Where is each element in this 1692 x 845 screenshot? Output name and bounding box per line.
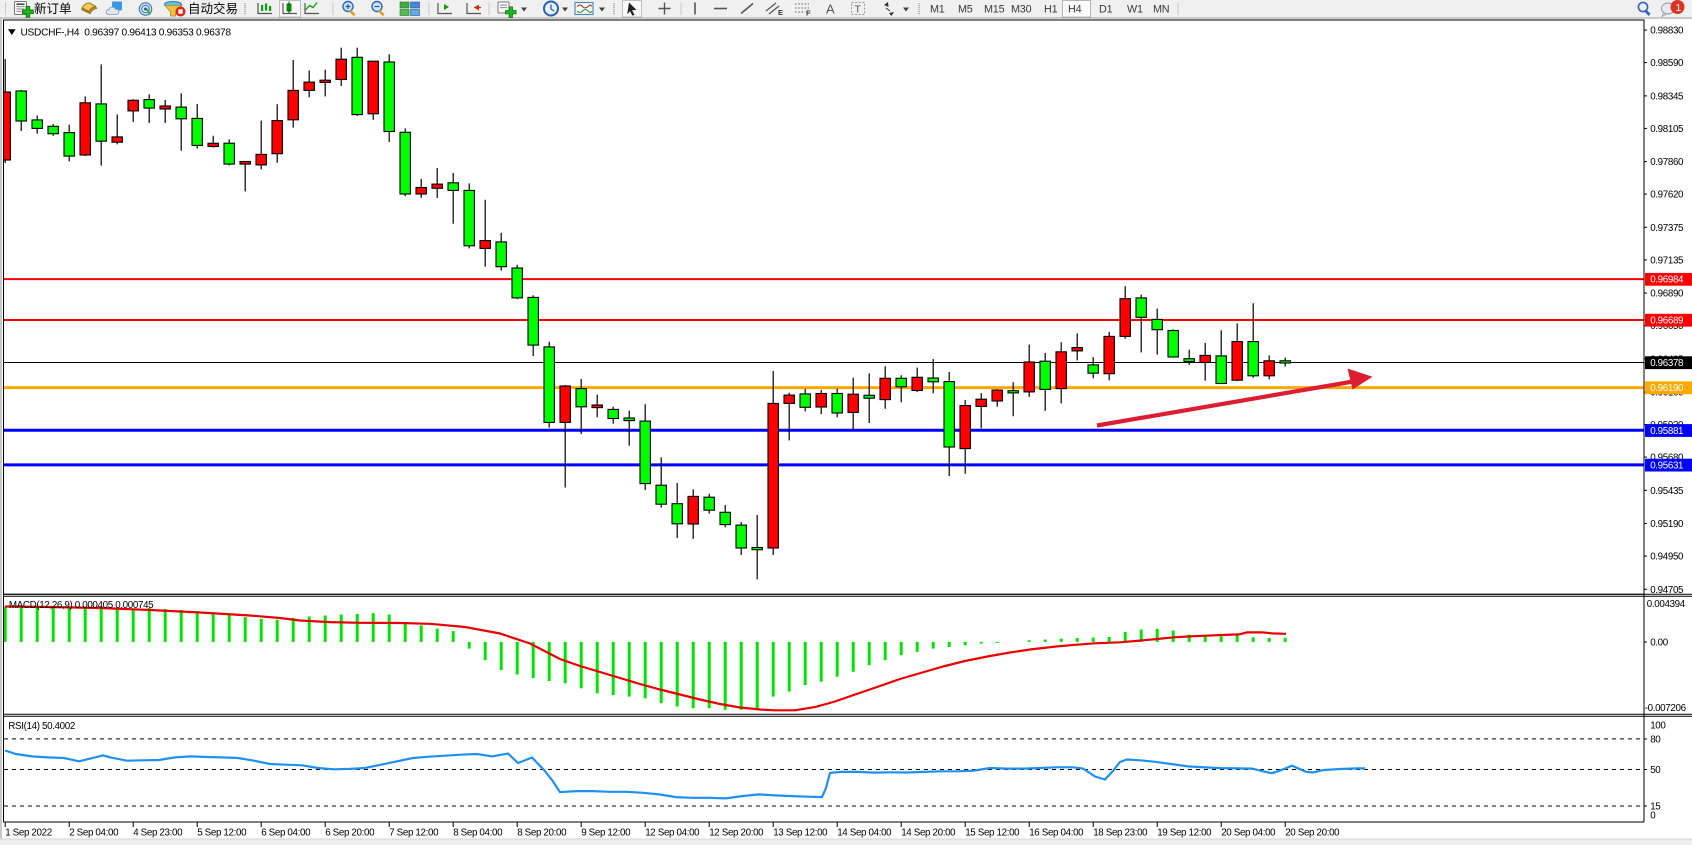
svg-text:新订单: 新订单 bbox=[34, 1, 72, 16]
svg-text:8 Sep 04:00: 8 Sep 04:00 bbox=[453, 828, 503, 839]
svg-text:D1: D1 bbox=[1099, 4, 1113, 16]
svg-text:0.96984: 0.96984 bbox=[1650, 275, 1684, 286]
svg-text:14 Sep 04:00: 14 Sep 04:00 bbox=[837, 828, 892, 839]
svg-text:5 Sep 12:00: 5 Sep 12:00 bbox=[197, 828, 247, 839]
svg-text:0.95680: 0.95680 bbox=[1650, 453, 1684, 464]
svg-text:7 Sep 12:00: 7 Sep 12:00 bbox=[389, 828, 439, 839]
svg-text:0.96378: 0.96378 bbox=[1650, 358, 1684, 369]
svg-text:-0.007206: -0.007206 bbox=[1645, 703, 1687, 714]
svg-text:0.95631: 0.95631 bbox=[1650, 460, 1683, 471]
svg-text:0.96650: 0.96650 bbox=[1650, 321, 1684, 332]
svg-text:14 Sep 20:00: 14 Sep 20:00 bbox=[901, 828, 956, 839]
svg-text:M5: M5 bbox=[958, 4, 973, 16]
svg-text:USDCHF-,H4 0.96397 0.96413 0.: USDCHF-,H4 0.96397 0.96413 0.96353 0.963… bbox=[21, 27, 232, 38]
svg-text:8 Sep 20:00: 8 Sep 20:00 bbox=[517, 828, 567, 839]
svg-text:0.96689: 0.96689 bbox=[1650, 316, 1683, 327]
svg-text:1: 1 bbox=[1676, 2, 1682, 14]
svg-text:F: F bbox=[806, 9, 811, 18]
svg-text:M15: M15 bbox=[984, 4, 1005, 16]
svg-text:E: E bbox=[778, 8, 783, 17]
svg-text:0: 0 bbox=[1650, 811, 1656, 822]
svg-text:80: 80 bbox=[1650, 735, 1661, 746]
svg-text:0.98830: 0.98830 bbox=[1650, 26, 1684, 37]
svg-text:H1: H1 bbox=[1044, 4, 1058, 16]
svg-text:0.98345: 0.98345 bbox=[1650, 91, 1684, 102]
svg-text:M30: M30 bbox=[1011, 4, 1032, 16]
svg-text:13 Sep 12:00: 13 Sep 12:00 bbox=[773, 828, 828, 839]
svg-text:M1: M1 bbox=[930, 4, 945, 16]
svg-text:0.00: 0.00 bbox=[1650, 638, 1669, 649]
svg-text:15: 15 bbox=[1650, 802, 1661, 813]
svg-text:0.97375: 0.97375 bbox=[1650, 223, 1684, 234]
svg-text:0.97620: 0.97620 bbox=[1650, 190, 1684, 201]
svg-text:T: T bbox=[855, 4, 862, 16]
svg-text:MN: MN bbox=[1153, 4, 1169, 16]
svg-text:0.97135: 0.97135 bbox=[1650, 255, 1684, 266]
svg-text:18 Sep 23:00: 18 Sep 23:00 bbox=[1093, 828, 1148, 839]
svg-text:自动交易: 自动交易 bbox=[188, 1, 238, 16]
svg-text:12 Sep 20:00: 12 Sep 20:00 bbox=[709, 828, 764, 839]
svg-text:0.96190: 0.96190 bbox=[1650, 383, 1684, 394]
svg-text:0.95190: 0.95190 bbox=[1650, 519, 1684, 530]
svg-text:6 Sep 04:00: 6 Sep 04:00 bbox=[261, 828, 311, 839]
svg-text:H4: H4 bbox=[1068, 4, 1082, 16]
svg-text:0.98105: 0.98105 bbox=[1650, 124, 1684, 135]
svg-text:0.98590: 0.98590 bbox=[1650, 58, 1684, 69]
svg-text:20 Sep 20:00: 20 Sep 20:00 bbox=[1285, 828, 1340, 839]
svg-text:A: A bbox=[826, 2, 835, 17]
svg-text:0.95881: 0.95881 bbox=[1650, 426, 1683, 437]
svg-text:15 Sep 12:00: 15 Sep 12:00 bbox=[965, 828, 1020, 839]
svg-text:16 Sep 04:00: 16 Sep 04:00 bbox=[1029, 828, 1084, 839]
svg-text:0.94950: 0.94950 bbox=[1650, 552, 1684, 563]
svg-text:4 Sep 23:00: 4 Sep 23:00 bbox=[133, 828, 183, 839]
svg-text:0.94705: 0.94705 bbox=[1650, 585, 1684, 596]
svg-text:1 Sep 2022: 1 Sep 2022 bbox=[5, 828, 52, 839]
svg-text:0.97860: 0.97860 bbox=[1650, 157, 1684, 168]
svg-text:50: 50 bbox=[1650, 765, 1661, 776]
svg-text:100: 100 bbox=[1650, 721, 1666, 732]
svg-text:6 Sep 20:00: 6 Sep 20:00 bbox=[325, 828, 375, 839]
svg-text:20 Sep 04:00: 20 Sep 04:00 bbox=[1221, 828, 1276, 839]
svg-text:MACD(12,26,9) 0.000405 0.00074: MACD(12,26,9) 0.000405 0.000745 bbox=[9, 600, 154, 611]
svg-text:9 Sep 12:00: 9 Sep 12:00 bbox=[581, 828, 631, 839]
svg-text:RSI(14) 50.4002: RSI(14) 50.4002 bbox=[8, 721, 75, 732]
svg-text:W1: W1 bbox=[1127, 4, 1143, 16]
svg-text:2 Sep 04:00: 2 Sep 04:00 bbox=[69, 828, 119, 839]
svg-text:0.004394: 0.004394 bbox=[1647, 599, 1686, 610]
svg-text:12 Sep 04:00: 12 Sep 04:00 bbox=[645, 828, 700, 839]
svg-text:19 Sep 12:00: 19 Sep 12:00 bbox=[1157, 828, 1212, 839]
svg-text:0.95435: 0.95435 bbox=[1650, 486, 1684, 497]
svg-text:0.96890: 0.96890 bbox=[1650, 289, 1684, 300]
